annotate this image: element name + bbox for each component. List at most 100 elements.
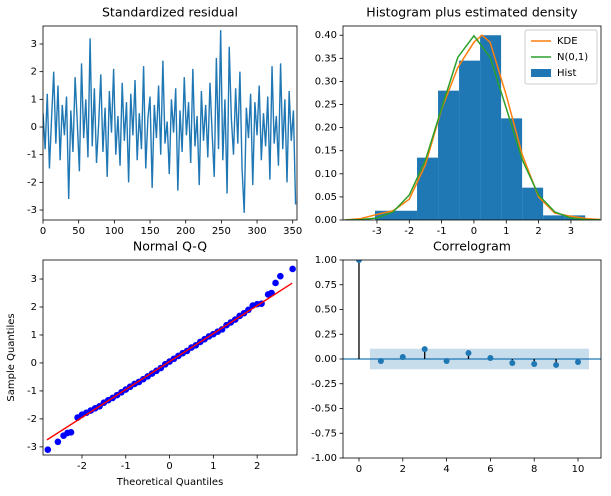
- y-tick-label: 3: [31, 39, 37, 50]
- hist-bar: [543, 215, 565, 220]
- x-tick-label: 3: [568, 226, 574, 237]
- stem-marker: [355, 260, 362, 263]
- y-tick-label: 0.00: [315, 354, 337, 365]
- y-tick-label: -0.25: [311, 379, 337, 390]
- x-tick-label: 150: [140, 226, 159, 237]
- reference-line: [46, 282, 293, 441]
- hist-bar: [417, 157, 439, 220]
- qq-point: [44, 446, 52, 453]
- chart-title: Normal Q-Q: [133, 239, 207, 254]
- x-tick-label: -2: [77, 461, 87, 472]
- x-tick-label: 1: [503, 226, 509, 237]
- residual-line: [43, 30, 297, 213]
- stem-marker: [377, 357, 384, 364]
- y-tick-label: 1: [31, 330, 37, 341]
- plot-area: [43, 30, 297, 213]
- stem-marker: [421, 346, 428, 353]
- y-tick-label: 0.30: [315, 76, 337, 87]
- y-tick-label: -3: [27, 205, 37, 216]
- y-tick-label: 0.40: [315, 30, 337, 41]
- legend-swatch: [531, 69, 551, 77]
- y-tick-label: -2: [27, 177, 37, 188]
- stem-marker: [575, 358, 582, 365]
- stem-marker: [465, 350, 472, 357]
- chart-title: Standardized residual: [102, 5, 238, 20]
- y-axis-label: Sample Quantiles: [6, 313, 17, 401]
- y-tick-label: 0: [31, 122, 37, 133]
- y-tick-label: 0.75: [315, 280, 337, 291]
- hist-bar: [522, 187, 544, 220]
- y-tick-label: 0.20: [315, 123, 337, 134]
- y-tick-label: 2: [31, 302, 37, 313]
- qq-point: [67, 429, 75, 436]
- x-tick-label: 0: [166, 461, 172, 472]
- y-tick-label: 2: [31, 67, 37, 78]
- x-tick-label: -3: [372, 226, 382, 237]
- y-tick-label: 0.35: [315, 53, 337, 64]
- axes-frame: [42, 25, 298, 221]
- x-tick-label: 0: [471, 226, 477, 237]
- plot-area: [344, 34, 601, 220]
- y-tick-label: -0.50: [311, 404, 337, 415]
- y-tick-label: 0.00: [315, 215, 337, 226]
- x-axis-label: Theoretical Quantiles: [116, 477, 224, 488]
- x-tick-label: 1: [210, 461, 216, 472]
- x-tick-label: 200: [176, 226, 195, 237]
- stem-marker: [553, 361, 560, 368]
- hist-bar: [480, 35, 502, 220]
- axes-frame: [342, 25, 602, 221]
- x-tick-label: 350: [283, 226, 302, 237]
- stem-marker: [443, 357, 450, 364]
- legend-label: KDE: [557, 36, 578, 47]
- x-tick-label: 2: [400, 464, 406, 475]
- qq-point: [277, 272, 284, 280]
- x-tick-label: 6: [487, 464, 493, 475]
- stem-marker: [509, 359, 516, 366]
- x-tick-label: 4: [443, 464, 449, 475]
- x-tick-label: 2: [535, 226, 541, 237]
- x-tick-label: -2: [404, 226, 414, 237]
- stem-marker: [399, 354, 406, 361]
- y-tick-label: 0.25: [315, 100, 337, 111]
- density-line: [344, 34, 601, 220]
- x-tick-label: 8: [531, 464, 537, 475]
- legend-label: N(0,1): [557, 52, 588, 63]
- y-tick-label: 0.25: [315, 329, 337, 340]
- qq-point: [272, 279, 279, 287]
- plot-area: [343, 260, 601, 370]
- axes-frame: [342, 259, 602, 459]
- hist-bar: [459, 60, 481, 220]
- x-tick-label: 2: [254, 461, 260, 472]
- y-tick-label: 3: [31, 274, 37, 285]
- y-tick-label: -0.75: [311, 428, 337, 439]
- y-tick-label: -3: [27, 442, 37, 453]
- hist-bar: [396, 210, 418, 220]
- y-tick-label: 0: [31, 358, 37, 369]
- y-tick-label: 1.00: [315, 255, 337, 266]
- x-tick-label: 50: [72, 226, 85, 237]
- y-tick-label: 0.05: [315, 192, 337, 203]
- plot-area: [44, 265, 296, 453]
- qq-point: [289, 265, 296, 273]
- x-tick-label: 100: [105, 226, 124, 237]
- hist-bar: [501, 118, 523, 220]
- x-tick-label: -1: [437, 226, 447, 237]
- y-tick-label: 1: [31, 94, 37, 105]
- chart-title: Correlogram: [433, 239, 511, 254]
- axes-frame: [42, 259, 298, 456]
- y-tick-label: -1: [27, 150, 37, 161]
- x-tick-label: -1: [121, 461, 131, 472]
- y-tick-label: 0.10: [315, 169, 337, 180]
- chart-title: Histogram plus estimated density: [366, 5, 578, 20]
- y-tick-label: 0.50: [315, 305, 337, 316]
- y-tick-label: -1: [27, 386, 37, 397]
- y-tick-label: -2: [27, 414, 37, 425]
- x-tick-label: 0: [40, 226, 46, 237]
- x-tick-label: 300: [247, 226, 266, 237]
- legend-label: Hist: [557, 68, 577, 79]
- x-tick-label: 0: [356, 464, 362, 475]
- stem-marker: [487, 355, 494, 362]
- y-tick-label: -1.00: [311, 453, 337, 464]
